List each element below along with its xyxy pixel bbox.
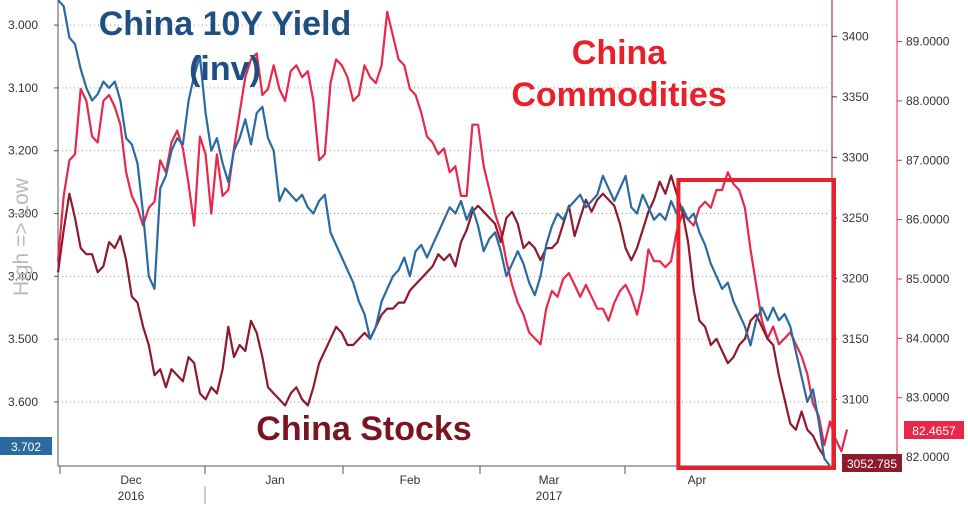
left-tick-label: 3.600 (8, 395, 38, 409)
commodities-tick-label: 88.0000 (906, 94, 950, 108)
x-tick-label: Dec (120, 473, 141, 487)
commodities-tick-label: 85.0000 (906, 272, 950, 286)
commodities-title-line2: Commodities (511, 76, 726, 114)
stocks-tick-label: 3300 (842, 150, 869, 164)
commodities-tick-label: 82.0000 (906, 450, 950, 464)
commodities-tick-label: 83.0000 (906, 391, 950, 405)
stocks-end-label: 3052.785 (847, 457, 897, 471)
x-year-label: 2016 (118, 489, 145, 503)
x-tick-label: Apr (688, 473, 707, 487)
commodities-series-line (58, 12, 847, 451)
x-tick-label: Mar (539, 473, 560, 487)
annotations: China 10Y Yield (inv) China Commodities … (99, 5, 727, 448)
yield-series-line (58, 0, 830, 466)
x-axis: Dec 2016 Jan Feb Mar 2017 Apr (58, 466, 830, 504)
x-tick-label: Jan (265, 473, 284, 487)
stocks-tick-label: 3250 (842, 211, 869, 225)
yield-title-line2: (inv) (189, 50, 261, 88)
stocks-tick-label: 3400 (842, 29, 869, 43)
left-axis-label: High => Low (10, 177, 33, 296)
commodities-title-line1: China (572, 34, 668, 72)
x-year-label: 2017 (536, 489, 563, 503)
commodities-tick-label: 89.0000 (906, 35, 950, 49)
commodities-end-label: 82.4657 (912, 424, 956, 438)
stocks-axis-ticks: 3400 3350 3300 3250 3200 3150 3100 (832, 0, 869, 466)
stocks-tick-label: 3100 (842, 392, 869, 406)
series-lines (58, 0, 847, 466)
left-tick-label: 3.000 (8, 18, 38, 32)
commodities-tick-label: 86.0000 (906, 213, 950, 227)
left-tick-label: 3.200 (8, 144, 38, 158)
stocks-tick-label: 3350 (842, 90, 869, 104)
commodities-tick-label: 84.0000 (906, 331, 950, 345)
x-tick-label: Feb (400, 473, 421, 487)
stocks-title: China Stocks (256, 410, 471, 448)
left-tick-label: 3.100 (8, 81, 38, 95)
commodities-axis-ticks: 89.0000 88.0000 87.0000 86.0000 85.0000 84.00… (897, 0, 950, 466)
left-tick-label: 3.500 (8, 332, 38, 346)
yield-end-label: 3.702 (11, 440, 41, 454)
stocks-tick-label: 3150 (842, 332, 869, 346)
yield-title-line1: China 10Y Yield (99, 5, 352, 43)
stocks-tick-label: 3200 (842, 271, 869, 285)
commodities-tick-label: 87.0000 (906, 153, 950, 167)
